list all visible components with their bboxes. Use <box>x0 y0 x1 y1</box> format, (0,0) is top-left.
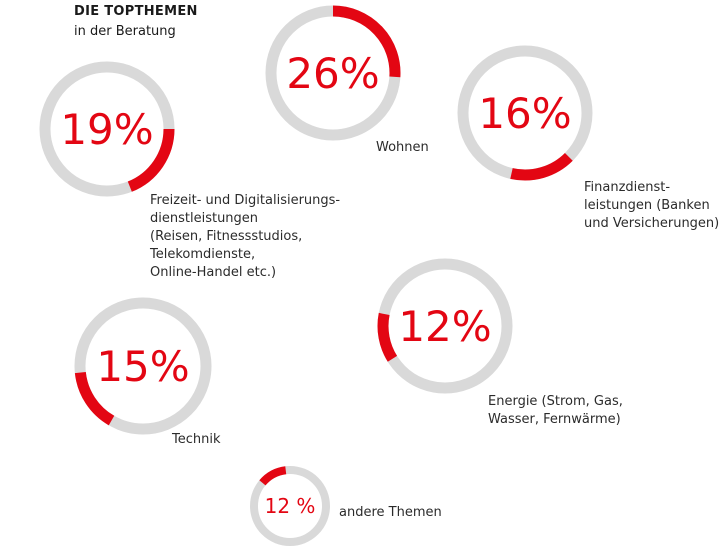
donut-energie: 12% <box>377 258 513 394</box>
donut-wohnen: 26% <box>265 5 401 141</box>
chart-subtitle: in der Beratung <box>74 24 176 39</box>
donut-track-andere <box>250 466 330 546</box>
donut-arc-finanz <box>510 152 573 181</box>
label-energie: Energie (Strom, Gas, Wasser, Fernwärme) <box>488 394 623 427</box>
donut-track-technik <box>74 297 212 435</box>
donut-technik: 15% <box>74 297 212 435</box>
donut-arc-freizeit <box>127 128 175 192</box>
value-label-finanz: 16% <box>478 89 571 138</box>
label-technik: Technik <box>172 432 221 447</box>
chart-title: DIE TOPTHEMEN <box>74 4 198 19</box>
donut-arc-technik <box>74 371 115 426</box>
value-label-wohnen: 26% <box>286 49 379 98</box>
donut-arc-energie <box>377 312 398 362</box>
donut-freizeit: 19% <box>39 61 175 197</box>
label-andere-themen: andere Themen <box>339 505 442 520</box>
value-label-freizeit: 19% <box>60 105 153 154</box>
value-label-andere: 12 % <box>265 494 316 518</box>
label-wohnen: Wohnen <box>376 140 429 155</box>
value-label-technik: 15% <box>96 342 189 391</box>
donut-arc-andere <box>259 466 287 486</box>
donut-andere: 12 % <box>250 466 330 546</box>
donut-finanz: 16% <box>457 45 593 181</box>
label-freizeit: Freizeit- und Digitalisierungs- dienstle… <box>150 193 341 280</box>
label-finanzdienstleistungen: Finanzdienst- leistungen (Banken und Ver… <box>584 180 720 231</box>
value-label-energie: 12% <box>398 302 491 351</box>
donut-arc-wohnen <box>332 5 401 78</box>
